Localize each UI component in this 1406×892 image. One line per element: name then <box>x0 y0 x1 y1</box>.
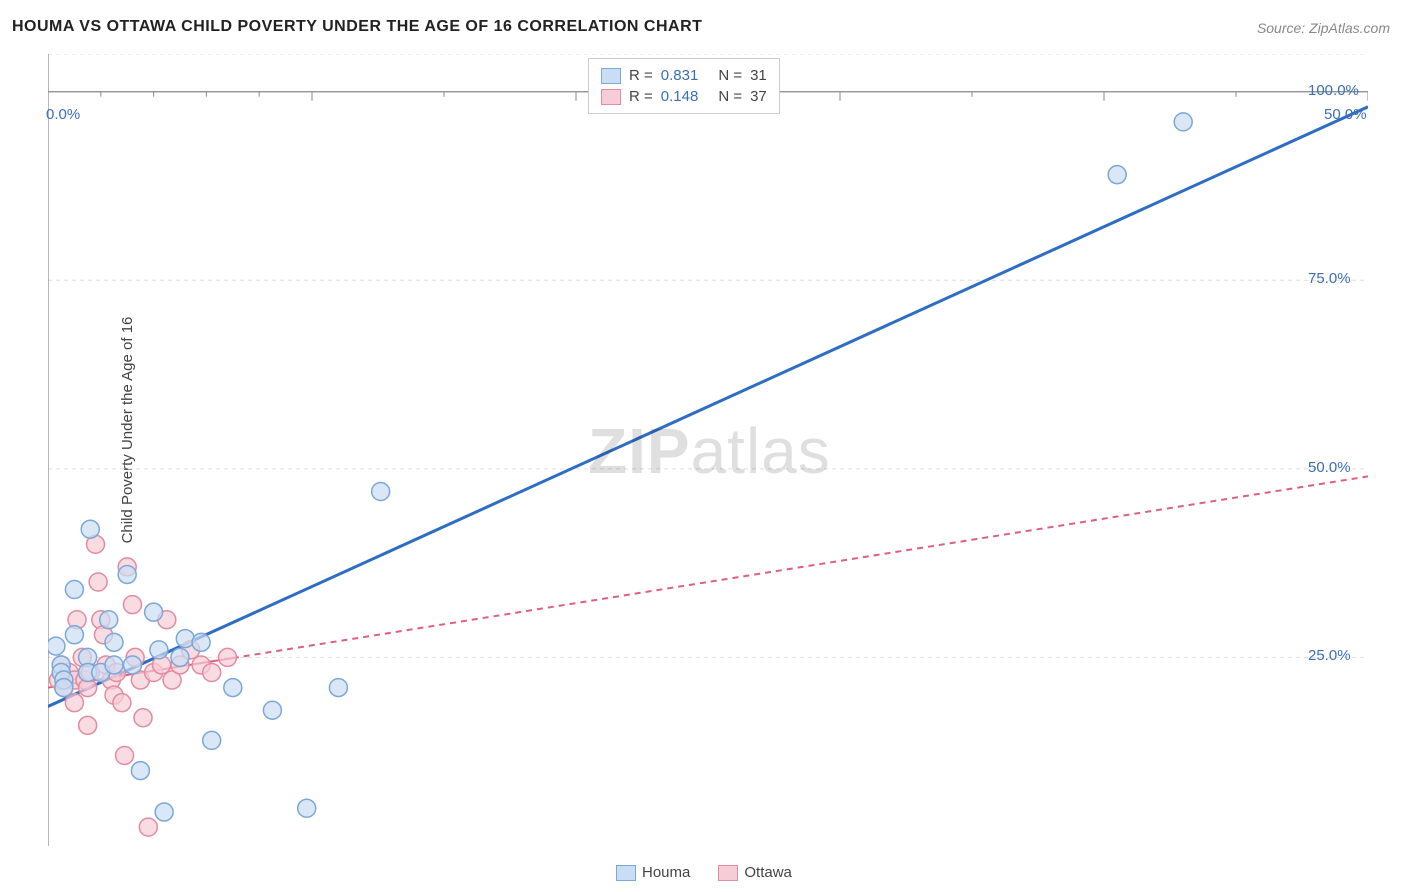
data-point-houma <box>118 565 136 583</box>
scatter-chart-svg <box>48 54 1368 846</box>
data-point-houma <box>81 520 99 538</box>
data-point-houma <box>224 679 242 697</box>
y-tick-label: 25.0% <box>1308 647 1351 664</box>
legend-r-prefix: R = <box>629 88 653 105</box>
legend-r-prefix: R = <box>629 67 653 84</box>
data-point-houma <box>100 611 118 629</box>
chart-title: HOUMA VS OTTAWA CHILD POVERTY UNDER THE … <box>12 18 702 36</box>
data-point-ottawa <box>203 664 221 682</box>
legend-swatch <box>601 68 621 84</box>
data-point-houma <box>55 679 73 697</box>
x-tick-label: 50.0% <box>1324 106 1367 123</box>
legend-row-ottawa: R = 0.148 N = 37 <box>601 86 767 107</box>
legend-row-houma: R = 0.831 N = 31 <box>601 65 767 86</box>
data-point-houma <box>263 701 281 719</box>
data-point-ottawa <box>134 709 152 727</box>
x-tick-label: 0.0% <box>46 106 80 123</box>
data-point-houma <box>150 641 168 659</box>
legend-swatch <box>601 89 621 105</box>
y-tick-label: 100.0% <box>1308 82 1359 99</box>
data-point-ottawa <box>219 648 237 666</box>
chart-plot-area: R =0.831N =31R =0.148N =37 HoumaOttawa Z… <box>48 54 1368 846</box>
data-point-houma <box>145 603 163 621</box>
regression-line-houma <box>48 107 1368 707</box>
data-point-houma <box>48 637 65 655</box>
data-point-houma <box>298 799 316 817</box>
data-point-houma <box>131 762 149 780</box>
data-point-houma <box>203 731 221 749</box>
data-point-ottawa <box>79 716 97 734</box>
data-point-ottawa <box>139 818 157 836</box>
data-point-ottawa <box>65 694 83 712</box>
y-tick-label: 75.0% <box>1308 270 1351 287</box>
data-point-houma <box>105 633 123 651</box>
legend-swatch <box>718 865 738 881</box>
data-point-houma <box>372 482 390 500</box>
correlation-legend: R = 0.831 N = 31 R = 0.148 N = 37 <box>588 58 780 114</box>
data-point-ottawa <box>89 573 107 591</box>
data-point-ottawa <box>123 596 141 614</box>
source-attribution: Source: ZipAtlas.com <box>1257 20 1390 36</box>
data-point-houma <box>65 626 83 644</box>
legend-n-value: 37 <box>750 88 767 105</box>
series-legend: Houma Ottawa <box>616 864 810 881</box>
legend-swatch <box>616 865 636 881</box>
legend-r-value: 0.148 <box>661 88 699 105</box>
y-tick-label: 50.0% <box>1308 459 1351 476</box>
series-name: Houma <box>642 864 690 881</box>
data-point-houma <box>105 656 123 674</box>
data-point-houma <box>192 633 210 651</box>
data-point-houma <box>176 630 194 648</box>
legend-n-prefix: N = <box>718 67 742 84</box>
series-name: Ottawa <box>744 864 792 881</box>
data-point-houma <box>329 679 347 697</box>
data-point-houma <box>155 803 173 821</box>
legend-n-prefix: N = <box>718 88 742 105</box>
data-point-ottawa <box>116 746 134 764</box>
data-point-ottawa <box>113 694 131 712</box>
data-point-houma <box>1108 166 1126 184</box>
data-point-houma <box>123 656 141 674</box>
legend-n-value: 31 <box>750 67 767 84</box>
data-point-houma <box>65 581 83 599</box>
data-point-houma <box>171 648 189 666</box>
data-point-houma <box>1174 113 1192 131</box>
legend-r-value: 0.831 <box>661 67 699 84</box>
series-legend-item-houma: Houma <box>616 864 690 881</box>
series-legend-item-ottawa: Ottawa <box>718 864 792 881</box>
